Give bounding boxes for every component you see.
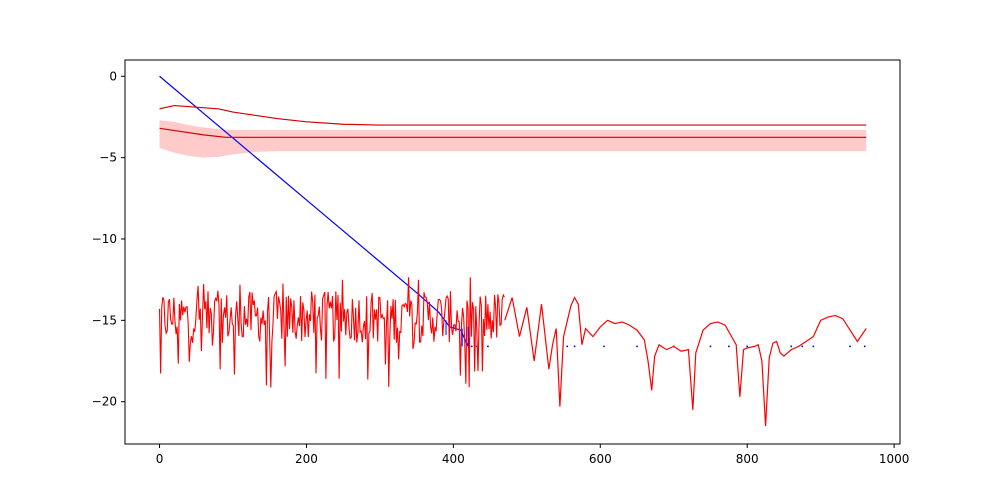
- y-tick-label: −5: [99, 151, 117, 165]
- x-axis: 0 200 400 600 800 1000: [156, 444, 910, 466]
- series-dot: [746, 345, 749, 348]
- y-tick-label: −20: [92, 395, 117, 409]
- x-tick-label: 200: [295, 452, 318, 466]
- y-tick-label: −10: [92, 232, 117, 246]
- series-dot: [790, 345, 793, 348]
- series-line-3: [159, 127, 867, 138]
- series-dot: [849, 345, 851, 348]
- series-dot: [603, 345, 605, 348]
- series-dot: [573, 345, 576, 348]
- x-tick-label: 400: [442, 452, 465, 466]
- series-dot: [566, 345, 569, 348]
- series-dot: [470, 345, 473, 348]
- series-dot: [636, 345, 638, 348]
- plot-frame: [124, 59, 901, 445]
- series-dot: [709, 345, 712, 348]
- series-dot: [728, 345, 730, 348]
- x-tick-label: 600: [589, 452, 612, 466]
- series-dot: [487, 345, 489, 348]
- y-tick-label: −15: [92, 313, 117, 327]
- x-tick-label: 800: [736, 452, 759, 466]
- series-line-2: [159, 104, 867, 126]
- series-noise-line: [158, 277, 505, 388]
- confidence-band: [159, 120, 867, 158]
- series-dot: [812, 345, 815, 348]
- x-tick-label: 0: [156, 452, 164, 466]
- y-axis: 0 −5 −10 −15 −20: [92, 69, 125, 409]
- series-line-6: [504, 296, 867, 427]
- series-layer: [158, 75, 867, 427]
- series-dot: [863, 345, 866, 348]
- series-dot: [801, 345, 804, 348]
- y-tick-label: 0: [109, 69, 117, 83]
- x-tick-label: 1000: [879, 452, 910, 466]
